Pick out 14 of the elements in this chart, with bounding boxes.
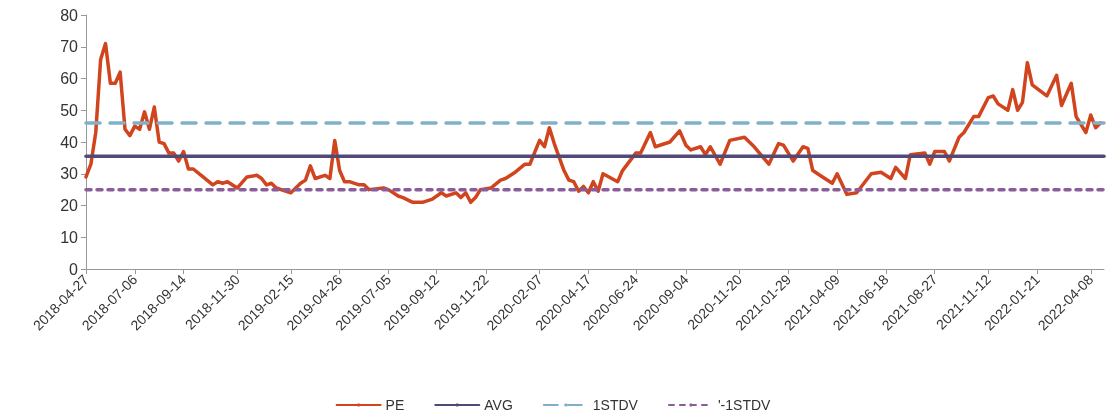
y-tick-label: 50 bbox=[60, 101, 79, 119]
y-tick-label: 60 bbox=[60, 70, 79, 87]
y-tick-label: 40 bbox=[60, 133, 79, 151]
y-tick-label: 0 bbox=[69, 260, 79, 278]
legend-label: PE bbox=[385, 397, 405, 413]
y-tick-label: 30 bbox=[60, 165, 79, 183]
y-tick-label: 10 bbox=[60, 228, 79, 246]
legend-label: 1STDV bbox=[592, 397, 639, 413]
legend-label: AVG bbox=[484, 397, 513, 413]
y-tick-label: 70 bbox=[60, 38, 79, 56]
line-series bbox=[84, 41, 1103, 205]
y-tick-label: 20 bbox=[60, 197, 79, 214]
legend-label: '-1STDV bbox=[717, 397, 772, 413]
y-tick-label: 80 bbox=[60, 6, 79, 24]
